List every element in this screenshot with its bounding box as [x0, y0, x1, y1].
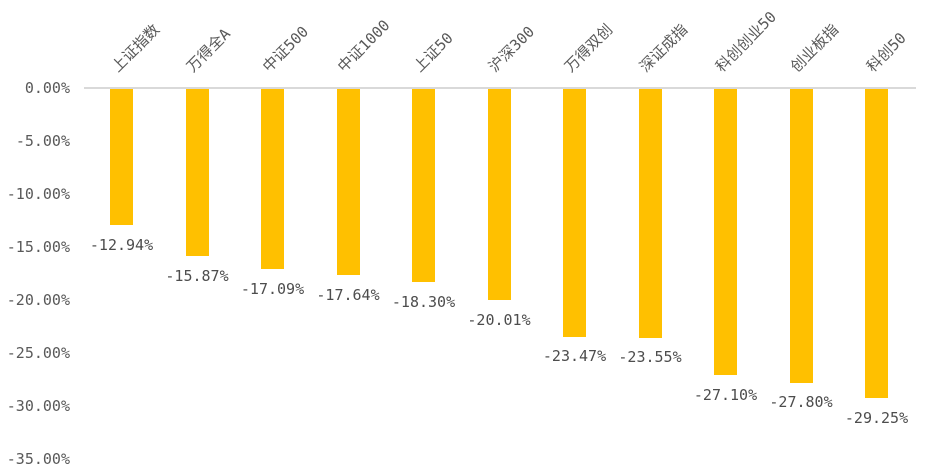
bar — [865, 88, 888, 399]
bar — [789, 88, 813, 383]
data-label: -12.94% — [89, 235, 154, 254]
x-axis-zero-line — [84, 87, 916, 89]
bar — [185, 88, 209, 257]
data-label: -27.10% — [693, 385, 758, 404]
data-label: -17.64% — [316, 285, 380, 304]
category-label: 上证指数 — [107, 20, 163, 76]
y-tick-label: -5.00% — [15, 131, 70, 150]
y-tick-label: -15.00% — [6, 237, 70, 256]
y-tick-label: -30.00% — [6, 396, 70, 415]
bar — [563, 88, 586, 337]
category-label: 万得全A — [182, 24, 234, 76]
y-tick-label: -25.00% — [6, 343, 70, 362]
category-label: 上证50 — [409, 28, 457, 76]
bar — [110, 88, 133, 226]
bar — [336, 88, 360, 276]
data-label: -18.30% — [391, 292, 456, 311]
data-label: -29.25% — [844, 408, 909, 427]
category-label: 创业板指 — [786, 20, 843, 76]
category-label: 沪深300 — [484, 22, 539, 76]
category-label: 科创50 — [862, 28, 910, 76]
category-label: 科创创业50 — [711, 7, 780, 76]
category-label: 万得双创 — [560, 20, 616, 76]
data-label: -27.80% — [769, 393, 833, 412]
category-label: 中证500 — [258, 22, 312, 76]
data-label: -20.01% — [467, 310, 531, 329]
y-tick-label: -35.00% — [6, 449, 70, 468]
data-label: -17.09% — [240, 279, 305, 298]
bar — [714, 88, 737, 376]
bar — [487, 88, 511, 301]
data-label: -23.47% — [542, 347, 607, 366]
category-label: 深证成指 — [635, 20, 692, 76]
data-label: -23.55% — [618, 348, 682, 367]
category-label: 中证1000 — [333, 16, 394, 76]
y-tick-label: -10.00% — [6, 184, 70, 203]
y-tick-label: -20.00% — [6, 290, 70, 309]
data-label: -15.87% — [165, 266, 229, 285]
bar — [638, 88, 662, 338]
bar — [261, 88, 284, 270]
bar — [412, 88, 435, 283]
y-tick-label: 0.00% — [24, 79, 70, 97]
